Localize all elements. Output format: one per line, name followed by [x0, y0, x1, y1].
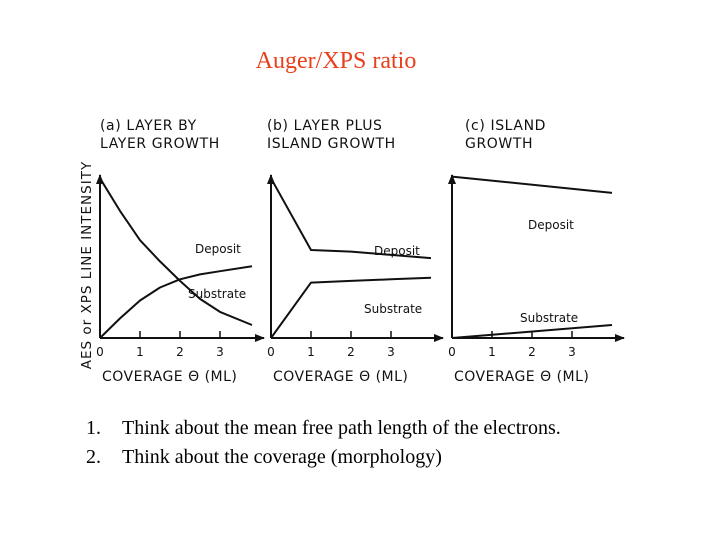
- x-tick-label: 0: [448, 345, 456, 359]
- note-item: 2. Think about the coverage (morphology): [86, 443, 561, 472]
- series-line-substrate: [270, 276, 432, 339]
- note-item: 1. Think about the mean free path length …: [86, 414, 561, 443]
- x-tick-label: 2: [347, 345, 355, 359]
- x-axis-label: COVERAGE Θ (ML): [102, 369, 237, 385]
- x-tick-label: 0: [96, 345, 104, 359]
- note-text: Think about the coverage (morphology): [122, 446, 442, 468]
- panel-title-line: (a) LAYER BY: [100, 118, 197, 134]
- x-tick-label: 1: [136, 345, 144, 359]
- series-label-deposit: Deposit: [528, 218, 574, 232]
- note-text: Think about the mean free path length of…: [122, 417, 561, 439]
- series-line-substrate: [451, 324, 613, 339]
- panel-title-line: (c) ISLAND: [465, 118, 546, 134]
- x-tick-label: 1: [307, 345, 315, 359]
- panel-title-line: (b) LAYER PLUS: [267, 118, 383, 134]
- x-tick-label: 3: [568, 345, 576, 359]
- x-axis-label: COVERAGE Θ (ML): [454, 369, 589, 385]
- series-line-deposit: [99, 265, 253, 339]
- series-label-deposit: Deposit: [195, 242, 241, 256]
- y-axis-arrow: [448, 174, 456, 184]
- note-number: 1.: [86, 417, 101, 439]
- x-tick-label: 2: [176, 345, 184, 359]
- x-tick-label: 3: [387, 345, 395, 359]
- x-tick-label: 3: [216, 345, 224, 359]
- series-line-deposit: [451, 175, 613, 194]
- panel-title-line: ISLAND GROWTH: [267, 136, 396, 152]
- x-tick-label: 2: [528, 345, 536, 359]
- x-tick-label: 1: [488, 345, 496, 359]
- note-number: 2.: [86, 446, 101, 468]
- x-axis-arrow: [615, 334, 625, 342]
- series-label-deposit: Deposit: [374, 244, 420, 258]
- chart-svg: AES or XPS LINE INTENSITY (a) LAYER BY LAY…: [79, 118, 625, 385]
- x-axis-arrow: [434, 334, 444, 342]
- series-line-deposit: [270, 177, 432, 260]
- notes-list: 1. Think about the mean free path length …: [86, 414, 561, 472]
- growth-mode-figure: AES or XPS LINE INTENSITY (a) LAYER BY LAY…: [70, 105, 630, 400]
- slide-title: Auger/XPS ratio: [255, 48, 417, 74]
- series-label-substrate: Substrate: [364, 302, 422, 316]
- x-axis-label: COVERAGE Θ (ML): [273, 369, 408, 385]
- y-axis-label: AES or XPS LINE INTENSITY: [79, 161, 95, 369]
- x-tick-label: 0: [267, 345, 275, 359]
- series-line-substrate: [99, 177, 253, 326]
- series-label-substrate: Substrate: [520, 311, 578, 325]
- panel-title-line: GROWTH: [465, 136, 533, 152]
- panel-title-line: LAYER GROWTH: [100, 136, 220, 152]
- x-axis-arrow: [255, 334, 265, 342]
- series-label-substrate: Substrate: [188, 287, 246, 301]
